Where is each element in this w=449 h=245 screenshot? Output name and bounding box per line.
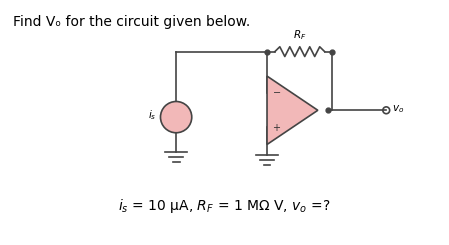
Text: $i_s$ = 10 μA, $R_F$ = 1 MΩ V, $v_o$ =?: $i_s$ = 10 μA, $R_F$ = 1 MΩ V, $v_o$ =?	[118, 197, 330, 215]
Text: Find Vₒ for the circuit given below.: Find Vₒ for the circuit given below.	[13, 15, 250, 29]
Polygon shape	[267, 76, 318, 145]
Text: $i_s$: $i_s$	[148, 108, 157, 122]
Circle shape	[160, 101, 192, 133]
Text: $+$: $+$	[272, 122, 281, 133]
Text: $v_o$: $v_o$	[392, 103, 405, 115]
Text: $-$: $-$	[272, 86, 281, 96]
Text: $R_F$: $R_F$	[293, 28, 307, 42]
